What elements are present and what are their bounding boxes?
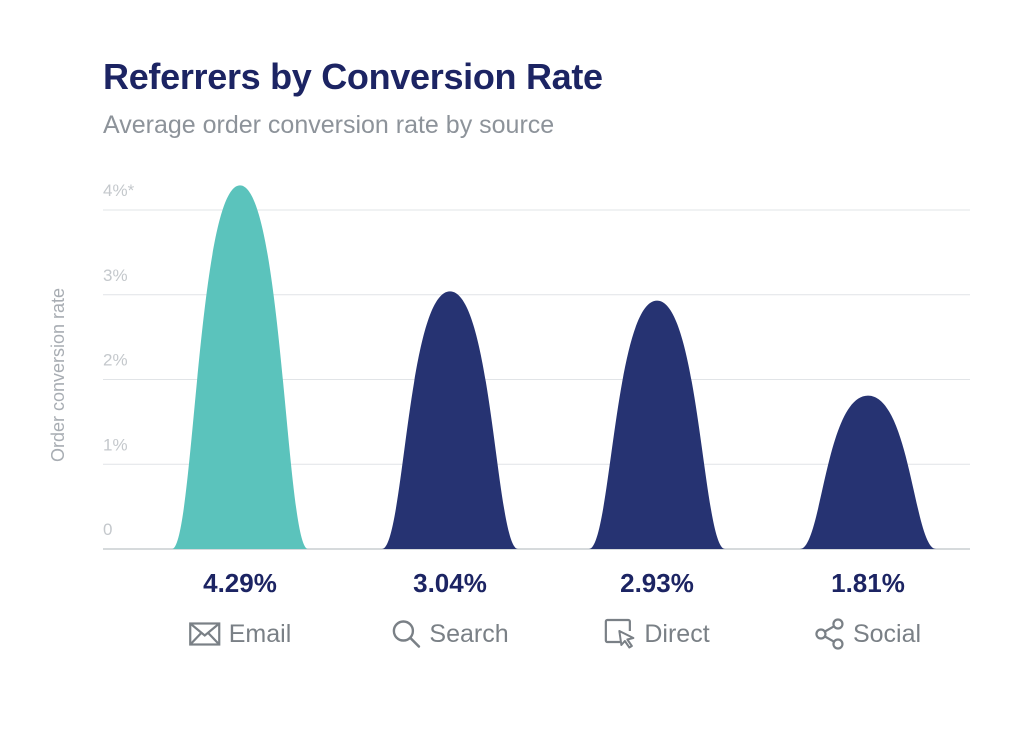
category-label: Direct (644, 619, 710, 648)
category-direct: Direct (604, 616, 710, 652)
value-label: 4.29% (203, 568, 277, 598)
chart-title: Referrers by Conversion Rate (103, 56, 603, 97)
category-email: Email (189, 616, 292, 652)
bar-social (800, 395, 936, 549)
chart-subtitle: Average order conversion rate by source (103, 111, 555, 139)
category-social: Social (815, 616, 921, 652)
y-tick-label: 0 (103, 520, 112, 539)
search-icon (392, 620, 421, 648)
y-axis-label: Order conversion rate (48, 288, 68, 462)
bar-search (382, 291, 518, 549)
value-label: 3.04% (413, 568, 487, 598)
y-tick-label: 1% (103, 435, 128, 454)
value-label: 1.81% (831, 568, 905, 598)
category-label: Email (228, 619, 292, 648)
envelope-icon (189, 622, 221, 646)
bar-direct (589, 300, 725, 549)
value-label: 2.93% (620, 568, 694, 598)
bar-email (172, 185, 308, 550)
bar-layer (172, 185, 936, 550)
share-icon (815, 618, 844, 650)
cursor-click-icon (604, 618, 635, 649)
category-label: Social (852, 619, 922, 648)
y-tick-label: 2% (103, 351, 128, 370)
y-tick-label: 4%* (103, 181, 135, 200)
conversion-rate-chart: 0 1% 2% 3% 4%* Order conversion rate 4.29% 3.… (48, 181, 970, 598)
y-tick-labels: 0 1% 2% 3% 4%* (103, 181, 135, 539)
category-label: Search (429, 619, 509, 648)
value-labels: 4.29% 3.04% 2.93% 1.81% (203, 568, 905, 598)
category-search: Search (391, 616, 509, 652)
y-tick-label: 3% (103, 266, 128, 285)
